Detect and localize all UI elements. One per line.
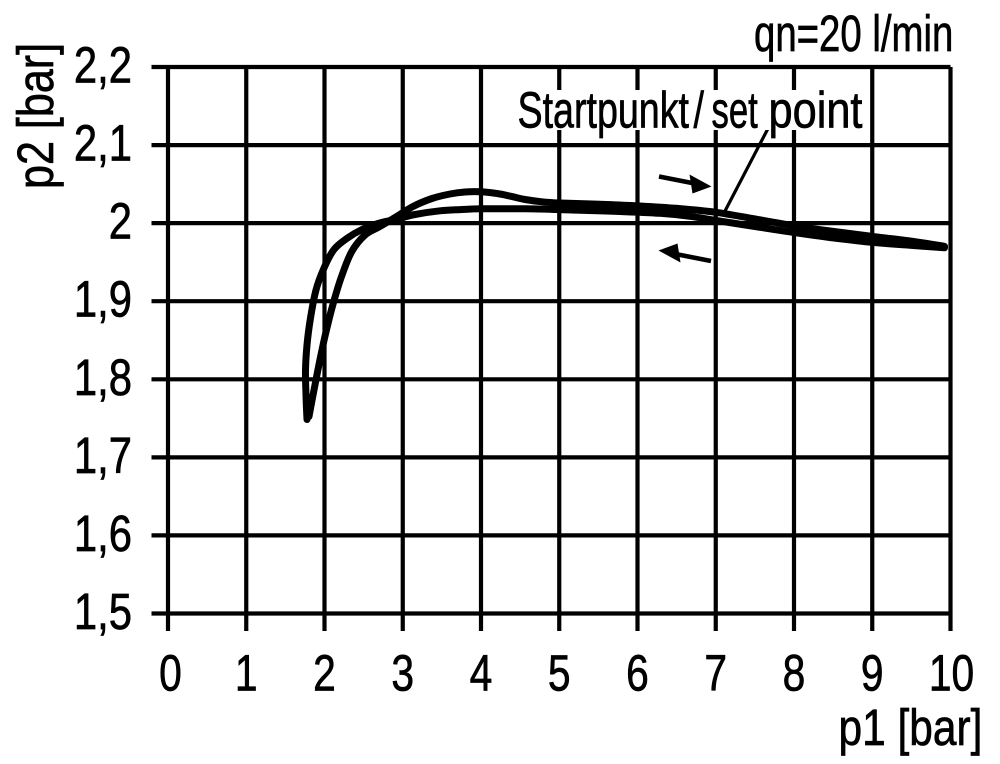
svg-text:2: 2 [109, 193, 132, 250]
svg-text:3: 3 [391, 644, 414, 701]
svg-text:1,8: 1,8 [74, 349, 132, 406]
svg-text:2: 2 [313, 644, 336, 701]
svg-text:9: 9 [861, 644, 884, 701]
svg-text:8: 8 [783, 644, 806, 701]
svg-text:set: set [712, 83, 758, 139]
svg-text:7: 7 [704, 644, 727, 701]
svg-text:/: / [694, 82, 705, 139]
svg-text:0: 0 [159, 644, 182, 701]
svg-text:10: 10 [929, 644, 974, 701]
svg-text:1,6: 1,6 [74, 505, 132, 562]
svg-text:6: 6 [626, 644, 649, 701]
svg-text:Startpunkt: Startpunkt [518, 82, 690, 139]
svg-text:qn=20 l/min: qn=20 l/min [754, 5, 953, 63]
svg-text:point: point [769, 82, 863, 139]
svg-text:p2 [bar]: p2 [bar] [8, 43, 65, 189]
svg-text:1: 1 [235, 644, 258, 701]
svg-text:2,1: 2,1 [74, 115, 132, 172]
svg-text:1,5: 1,5 [74, 583, 132, 640]
svg-text:1,7: 1,7 [74, 427, 132, 484]
svg-text:2,2: 2,2 [74, 37, 132, 94]
svg-text:4: 4 [470, 644, 493, 701]
svg-text:1,9: 1,9 [74, 271, 132, 328]
svg-text:5: 5 [548, 644, 571, 701]
svg-text:p1 [bar]: p1 [bar] [839, 699, 983, 756]
